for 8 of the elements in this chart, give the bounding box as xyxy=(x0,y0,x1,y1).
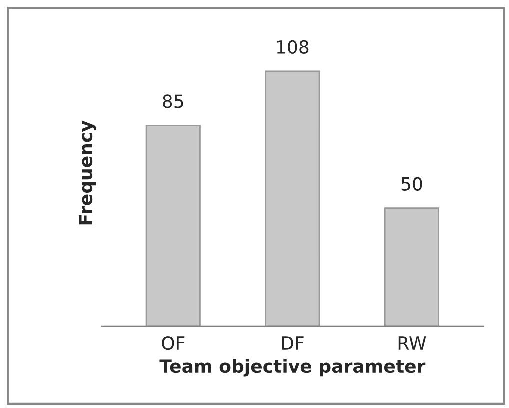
data-label: 85 xyxy=(163,94,184,108)
x-tick-label: OF xyxy=(162,336,185,350)
data-label: 50 xyxy=(402,177,422,191)
x-tick-label: DF xyxy=(282,336,304,350)
y-axis-title: Frequency xyxy=(79,120,96,225)
x-axis-title: Team objective parameter xyxy=(160,359,426,377)
data-label: 108 xyxy=(277,40,309,54)
x-tick-label: RW xyxy=(398,336,426,350)
